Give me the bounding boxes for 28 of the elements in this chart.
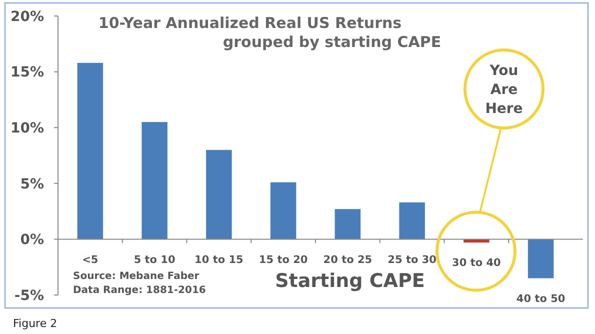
y-tick-label: 0%	[20, 232, 44, 248]
bar	[528, 239, 554, 278]
bar	[142, 122, 168, 240]
bar	[399, 202, 425, 240]
bar	[464, 239, 490, 243]
x-tick-label: 15 to 20	[258, 254, 308, 266]
bar	[206, 150, 232, 240]
y-tick-label: -5%	[14, 288, 44, 304]
x-tick-label: 20 to 25	[323, 254, 372, 266]
x-axis-title: Starting CAPE	[275, 270, 425, 292]
bar	[270, 182, 296, 240]
y-tick-label: 15%	[10, 64, 44, 81]
x-tick-label: 40 to 50	[516, 292, 566, 305]
x-tick-label: 30 to 40	[452, 257, 501, 270]
x-tick-label: 5 to 10	[134, 254, 176, 266]
x-tick-label: <5	[82, 254, 98, 266]
bar	[77, 62, 104, 240]
y-tick-label: 5%	[20, 176, 44, 192]
x-tick-label: 25 to 30	[388, 254, 436, 266]
y-tick-label: 20%	[10, 8, 44, 25]
x-tick-label: 10 to 15	[194, 254, 244, 266]
bar	[334, 209, 361, 240]
annotation: You Are Here	[485, 63, 523, 117]
text: 10-Year Annualized Real US Returns grouped by starting CAPE	[98, 14, 442, 51]
y-tick-label: 10%	[10, 120, 44, 136]
annotation: Source: Mebane Faber	[73, 271, 200, 282]
annotation: Data Range: 1881-2016	[73, 285, 206, 296]
caption: Figure 2	[13, 317, 58, 330]
